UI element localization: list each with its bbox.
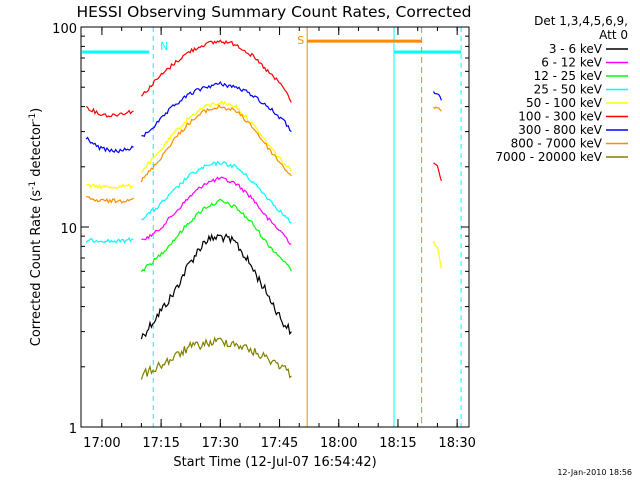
y-axis-label: Corrected Count Rate (s-1 detector-1)	[28, 108, 44, 346]
series-5-segment-0	[85, 105, 134, 118]
series-4	[85, 100, 442, 269]
x-tick-label-1: 17:15	[142, 436, 179, 451]
timestamp: 12-Jan-2010 18:56	[557, 468, 632, 477]
legend-label-2: 12 - 25 keV	[534, 69, 603, 83]
y-axis-label-end: )	[29, 108, 44, 113]
legend-label-1: 6 - 12 keV	[541, 56, 603, 70]
series-8	[140, 336, 292, 380]
series-8-segment-0	[140, 336, 292, 380]
series-7-segment-2	[433, 106, 442, 112]
series-5-segment-1	[140, 39, 292, 103]
night-flag-label: N	[160, 40, 168, 53]
series-4-segment-1	[140, 100, 292, 173]
series-6-segment-2	[432, 91, 442, 101]
series-3-segment-1	[141, 160, 292, 224]
series-1	[141, 176, 292, 245]
series-6-segment-0	[85, 136, 134, 154]
x-tick-label-2: 17:30	[202, 436, 239, 451]
legend-label-5: 100 - 300 keV	[518, 110, 602, 124]
series-5-segment-2	[433, 162, 442, 182]
y-tick-label-10: 10	[60, 222, 77, 237]
series-4-segment-0	[85, 183, 134, 190]
series-4-segment-2	[432, 240, 442, 269]
x-tick-label-5: 18:15	[379, 436, 416, 451]
y-tick-label-1: 1	[69, 422, 77, 437]
series-5	[85, 39, 442, 182]
x-tick-label-3: 17:45	[261, 436, 298, 451]
series-0-segment-0	[140, 233, 292, 340]
series-6	[85, 80, 442, 154]
legend-label-0: 3 - 6 keV	[549, 42, 603, 56]
series-7	[85, 104, 442, 204]
legend-label-3: 25 - 50 keV	[534, 83, 603, 97]
series-2-segment-0	[140, 198, 292, 273]
x-axis-label: Start Time (12-Jul-07 16:54:42)	[173, 455, 376, 470]
series-1-segment-0	[141, 176, 292, 245]
legend-title-line-1: Det 1,3,4,5,6,9,	[534, 14, 628, 28]
legend-title-line-2: Att 0	[599, 28, 628, 42]
series-0	[140, 233, 292, 340]
y-axis-label-sup2: -1	[28, 113, 38, 122]
legend-label-8: 7000 - 20000 keV	[495, 150, 602, 164]
series-2	[140, 198, 292, 273]
series-7-segment-1	[140, 104, 292, 183]
y-tick-label-100: 100	[52, 22, 77, 37]
y-axis-label-sup1: -1	[28, 181, 38, 190]
legend-label-7: 800 - 7000 keV	[511, 137, 603, 151]
x-tick-label-0: 17:00	[83, 436, 120, 451]
y-axis-label-main: Corrected Count Rate (s	[29, 190, 44, 347]
legend-label-4: 50 - 100 keV	[526, 96, 603, 110]
x-tick-label-6: 18:30	[438, 436, 475, 451]
series-3	[85, 160, 292, 244]
x-tick-labels: 17:00 17:15 17:30 17:45 18:00 18:15 18:30	[83, 436, 476, 451]
series-6-segment-1	[141, 80, 292, 138]
series-7-segment-0	[85, 195, 134, 204]
plot-frame	[80, 26, 470, 428]
y-axis-label-mid: detector	[29, 121, 44, 181]
legend-label-6: 300 - 800 keV	[518, 123, 602, 137]
saa-flag-label: S	[297, 34, 304, 47]
series-3-segment-0	[85, 236, 134, 244]
x-tick-label-4: 18:00	[320, 436, 357, 451]
chart-title: HESSI Observing Summary Count Rates, Cor…	[77, 3, 472, 21]
